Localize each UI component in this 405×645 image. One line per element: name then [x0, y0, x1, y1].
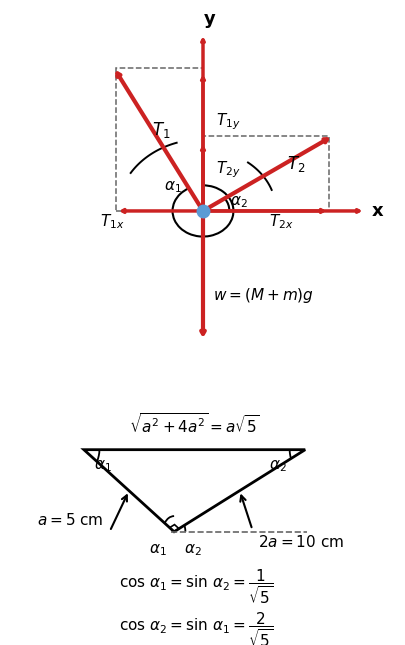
Text: $2a = 10$ cm: $2a = 10$ cm	[258, 534, 343, 550]
Text: $\alpha_1$: $\alpha_1$	[148, 542, 166, 558]
Text: $T_{1x}$: $T_{1x}$	[100, 212, 124, 231]
Text: $\alpha_1$: $\alpha_1$	[94, 458, 111, 474]
Text: $T_{2x}$: $T_{2x}$	[268, 212, 292, 231]
Text: $\mathbf{x}$: $\mathbf{x}$	[370, 202, 384, 220]
Text: $\sqrt{a^2 + 4a^2} = a\sqrt{5}$: $\sqrt{a^2 + 4a^2} = a\sqrt{5}$	[129, 412, 259, 436]
Text: $\cos\,\alpha_1 = \sin\,\alpha_2 = \dfrac{1}{\sqrt{5}}$: $\cos\,\alpha_1 = \sin\,\alpha_2 = \dfra…	[119, 567, 273, 606]
Bar	[116, 68, 202, 211]
Text: $\mathbf{y}$: $\mathbf{y}$	[202, 12, 215, 30]
Text: $T_2$: $T_2$	[286, 154, 304, 174]
Text: $\alpha_2$: $\alpha_2$	[183, 542, 201, 558]
Text: $\alpha_1$: $\alpha_1$	[164, 179, 181, 195]
Text: $T_{2y}$: $T_{2y}$	[215, 159, 240, 180]
Bar	[202, 136, 328, 211]
Text: $\cos\,\alpha_2 = \sin\,\alpha_1 = \dfrac{2}{\sqrt{5}}$: $\cos\,\alpha_2 = \sin\,\alpha_1 = \dfra…	[119, 610, 273, 645]
Text: $\alpha_2$: $\alpha_2$	[268, 458, 286, 474]
Text: $T_{1y}$: $T_{1y}$	[215, 111, 240, 132]
Text: $w = (M+m)g$: $w = (M+m)g$	[212, 286, 313, 305]
Text: $a = 5$ cm: $a = 5$ cm	[37, 511, 104, 528]
Text: $T_1$: $T_1$	[152, 120, 171, 140]
Text: $\alpha_2$: $\alpha_2$	[229, 194, 247, 210]
